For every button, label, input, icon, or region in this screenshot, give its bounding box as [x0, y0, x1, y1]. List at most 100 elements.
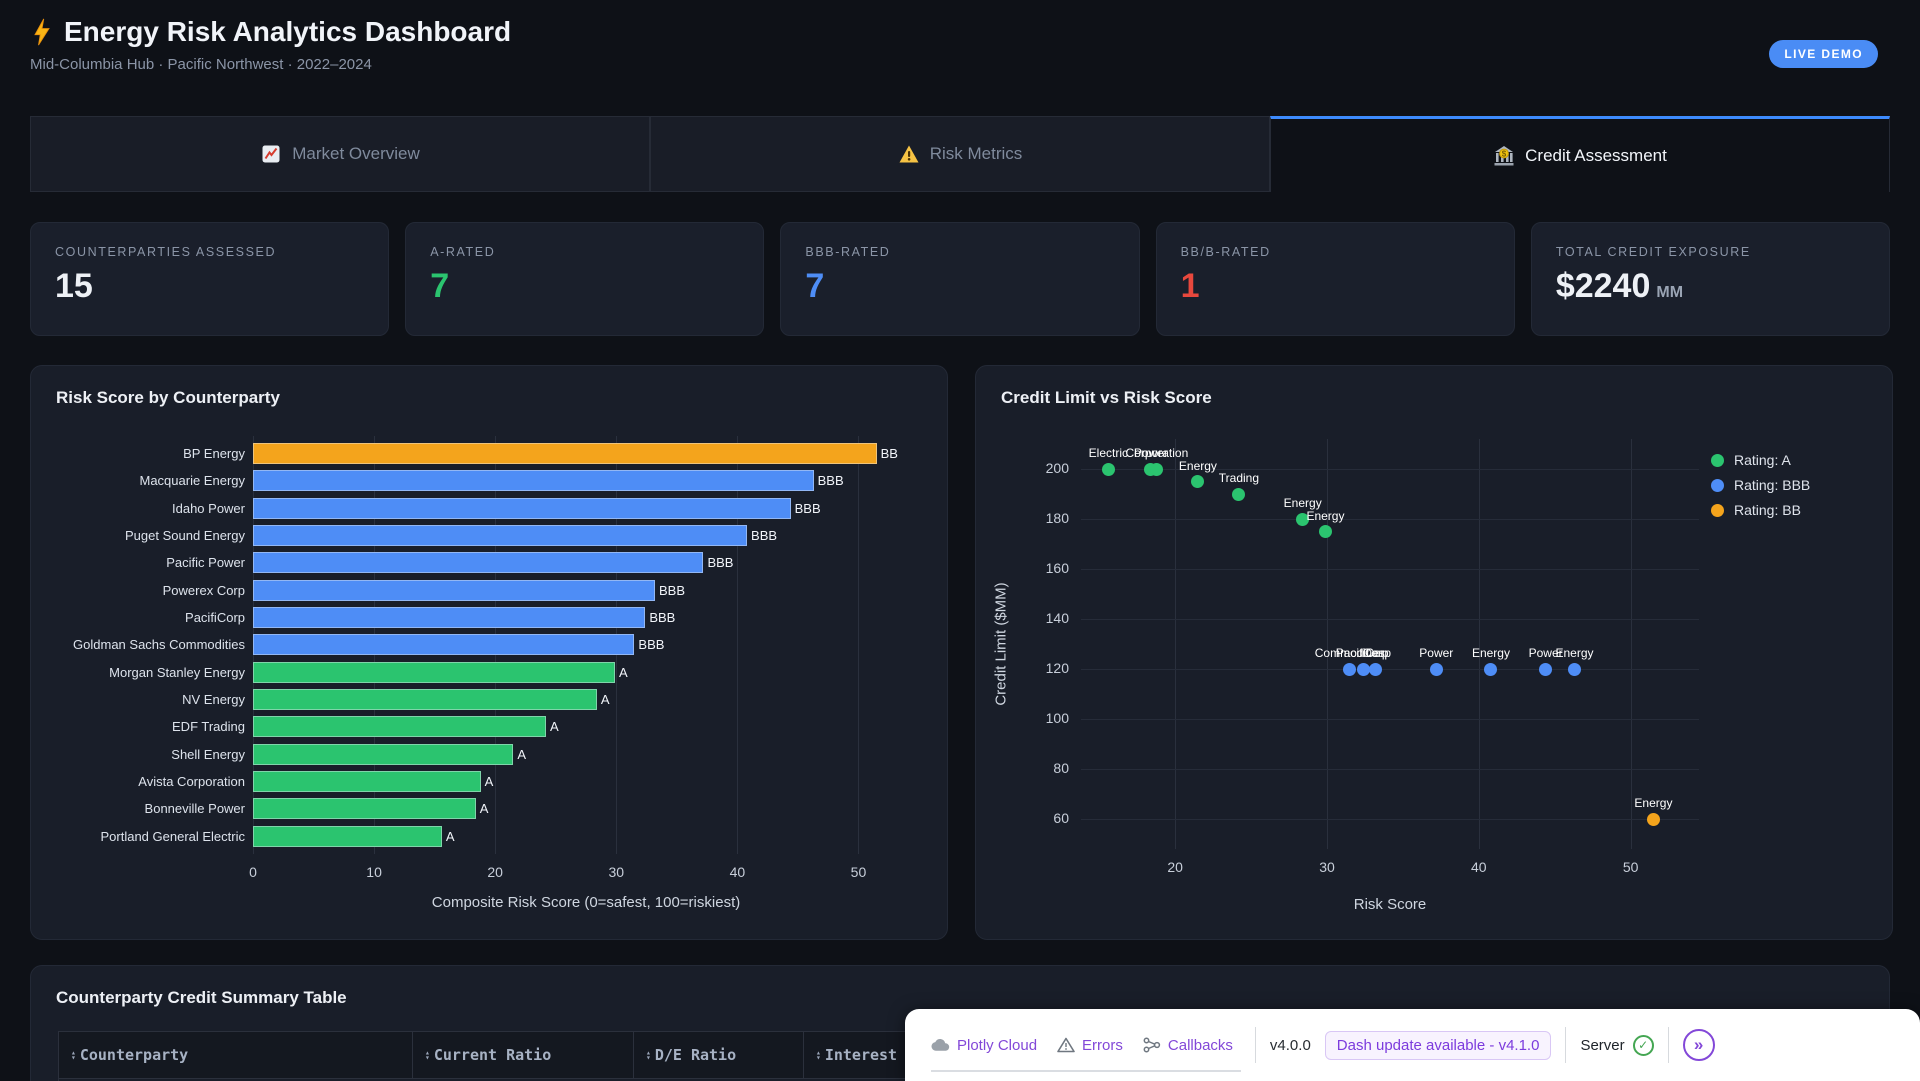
warning-icon: [899, 145, 919, 163]
divider: [1254, 1027, 1256, 1063]
y-tick-label: 120: [1045, 660, 1069, 676]
bar-track: BBB: [253, 552, 919, 574]
plotly-cloud-button[interactable]: Plotly Cloud: [931, 1037, 1037, 1054]
bar-row: Goldman Sachs Commodities BBB: [31, 631, 919, 658]
sort-icon: ▴ ▾: [816, 1048, 821, 1062]
bar-rating-label: A: [484, 774, 494, 790]
scatter-point: [1150, 462, 1164, 476]
scatter-point: [1191, 475, 1205, 488]
errors-label: Errors: [1082, 1036, 1123, 1054]
column-header-current-ratio[interactable]: ▴ ▾ Current Ratio: [413, 1032, 634, 1078]
bar-a: [253, 716, 547, 738]
bar-category-label: Goldman Sachs Commodities: [73, 637, 245, 653]
bar-bbb: [253, 552, 704, 574]
x-tick-label: 20: [1167, 859, 1183, 875]
y-tick-label: 180: [1045, 510, 1069, 526]
bar-bbb: [253, 634, 635, 656]
bar-track: BBB: [253, 525, 919, 547]
y-tick-label: 60: [1053, 810, 1069, 826]
x-tick-label: 50: [850, 864, 867, 880]
bar-chart-x-axis-label: Composite Risk Score (0=safest, 100=risk…: [431, 894, 741, 911]
scatter-x-axis-label: Risk Score: [1353, 896, 1427, 913]
bar-category-label: Morgan Stanley Energy: [109, 664, 245, 680]
dash-update-pill[interactable]: Dash update available - v4.1.0: [1324, 1030, 1552, 1060]
gridline: [1478, 439, 1480, 849]
scatter-point-label: Power: [1419, 646, 1454, 660]
bar-a: [253, 743, 514, 765]
stats-row: COUNTERPARTIES ASSESSED 15 A-RATED 7 BBB-RAT…: [30, 222, 1891, 336]
scatter-point: [1232, 487, 1246, 501]
bar-chart-title: Risk Score by Counterparty: [56, 388, 280, 407]
tab-label: Credit Assessment: [1525, 145, 1667, 165]
bar-bbb: [253, 607, 646, 629]
bar-track: BBB: [253, 634, 919, 656]
bar-rating-label: A: [600, 692, 610, 708]
bar-row: EDF Trading A: [31, 713, 919, 740]
bar-category-label: Puget Sound Energy: [125, 528, 245, 544]
bar-rating-label: BB: [880, 446, 898, 462]
scatter-title: Credit Limit vs Risk Score: [1001, 388, 1212, 407]
scatter-point-label: Energy: [1306, 508, 1345, 523]
gridline: [1081, 769, 1699, 770]
bar-category-label: Pacific Power: [166, 555, 245, 571]
tab-risk-metrics[interactable]: Risk Metrics: [650, 116, 1270, 192]
bar-rating-label: A: [479, 801, 489, 817]
callback-graph-icon: [1143, 1037, 1161, 1053]
legend-item[interactable]: Rating: BBB: [1711, 477, 1810, 493]
legend-item[interactable]: Rating: A: [1711, 452, 1810, 468]
server-label: Server: [1580, 1036, 1625, 1054]
scatter-point: [1429, 662, 1443, 676]
gridline: [737, 436, 739, 854]
tab-market-overview[interactable]: Market Overview: [30, 116, 650, 192]
server-ok-icon: ✓: [1632, 1034, 1654, 1056]
bar-category-label: BP Energy: [183, 446, 245, 462]
x-tick-label: 20: [487, 864, 503, 880]
x-tick-label: 0: [249, 864, 257, 880]
callbacks-label: Callbacks: [1167, 1036, 1233, 1054]
column-header-label: D/E Ratio: [654, 1046, 737, 1064]
sort-icon: ▴ ▾: [71, 1048, 76, 1062]
bar-row: Avista Corporation A: [31, 768, 919, 795]
stat-label: COUNTERPARTIES ASSESSED: [55, 245, 277, 259]
bar-track: A: [253, 825, 919, 847]
bar-bbb: [253, 497, 791, 519]
bar-a: [253, 689, 597, 711]
stat-label: A-RATED: [430, 245, 496, 259]
bar-row: BP Energy BB: [31, 440, 919, 467]
callbacks-button[interactable]: Callbacks: [1143, 1037, 1233, 1054]
bar-track: BBB: [253, 497, 919, 519]
bar-bb: [253, 443, 877, 465]
live-demo-badge: LIVE DEMO: [1769, 40, 1878, 68]
y-tick-label: 140: [1045, 610, 1069, 626]
scatter-point-label: Energy: [1283, 496, 1322, 510]
legend-color-dot: [1711, 503, 1724, 517]
bar-track: BBB: [253, 470, 919, 492]
errors-button[interactable]: Errors: [1057, 1037, 1123, 1054]
bar-bbb: [253, 470, 814, 492]
scatter-plot-area: Electric Power Corporation Energy Trading Ene…: [1081, 439, 1699, 849]
stat-value: 7: [430, 267, 450, 305]
bar-row: NV Energy A: [31, 686, 919, 713]
bar-rating-label: A: [517, 746, 527, 762]
bar-track: A: [253, 716, 919, 738]
column-header-counterparty[interactable]: ▴ ▾ Counterparty: [59, 1032, 413, 1078]
risk-score-bar-chart-panel: Risk Score by Counterparty BP Energy BB Ma…: [30, 365, 948, 940]
tab-credit-assessment[interactable]: $ Credit Assessment: [1270, 116, 1890, 192]
scatter-y-axis-label: Credit Limit ($MM): [992, 582, 1010, 706]
column-header-label: Counterparty: [79, 1046, 189, 1064]
column-header-d-e-ratio[interactable]: ▴ ▾ D/E Ratio: [634, 1032, 804, 1078]
bar-rating-label: BBB: [649, 610, 676, 626]
bar-row: Pacific Power BBB: [31, 549, 919, 576]
scatter-point: [1484, 662, 1498, 676]
bar-category-label: PacifiCorp: [185, 610, 245, 626]
stat-card: COUNTERPARTIES ASSESSED 15: [30, 222, 390, 336]
stat-value: $2240 MM: [1555, 267, 1684, 305]
bar-a: [253, 771, 481, 793]
column-header-interest[interactable]: ▴ ▾ Interest: [804, 1032, 1204, 1078]
legend-item[interactable]: Rating: BB: [1711, 502, 1810, 518]
bar-rating-label: BBB: [659, 582, 686, 598]
svg-text:$: $: [1502, 149, 1507, 158]
y-tick-label: 160: [1045, 560, 1069, 576]
tab-label: Market Overview: [292, 144, 420, 163]
collapse-devtools-button[interactable]: »: [1682, 1029, 1715, 1061]
